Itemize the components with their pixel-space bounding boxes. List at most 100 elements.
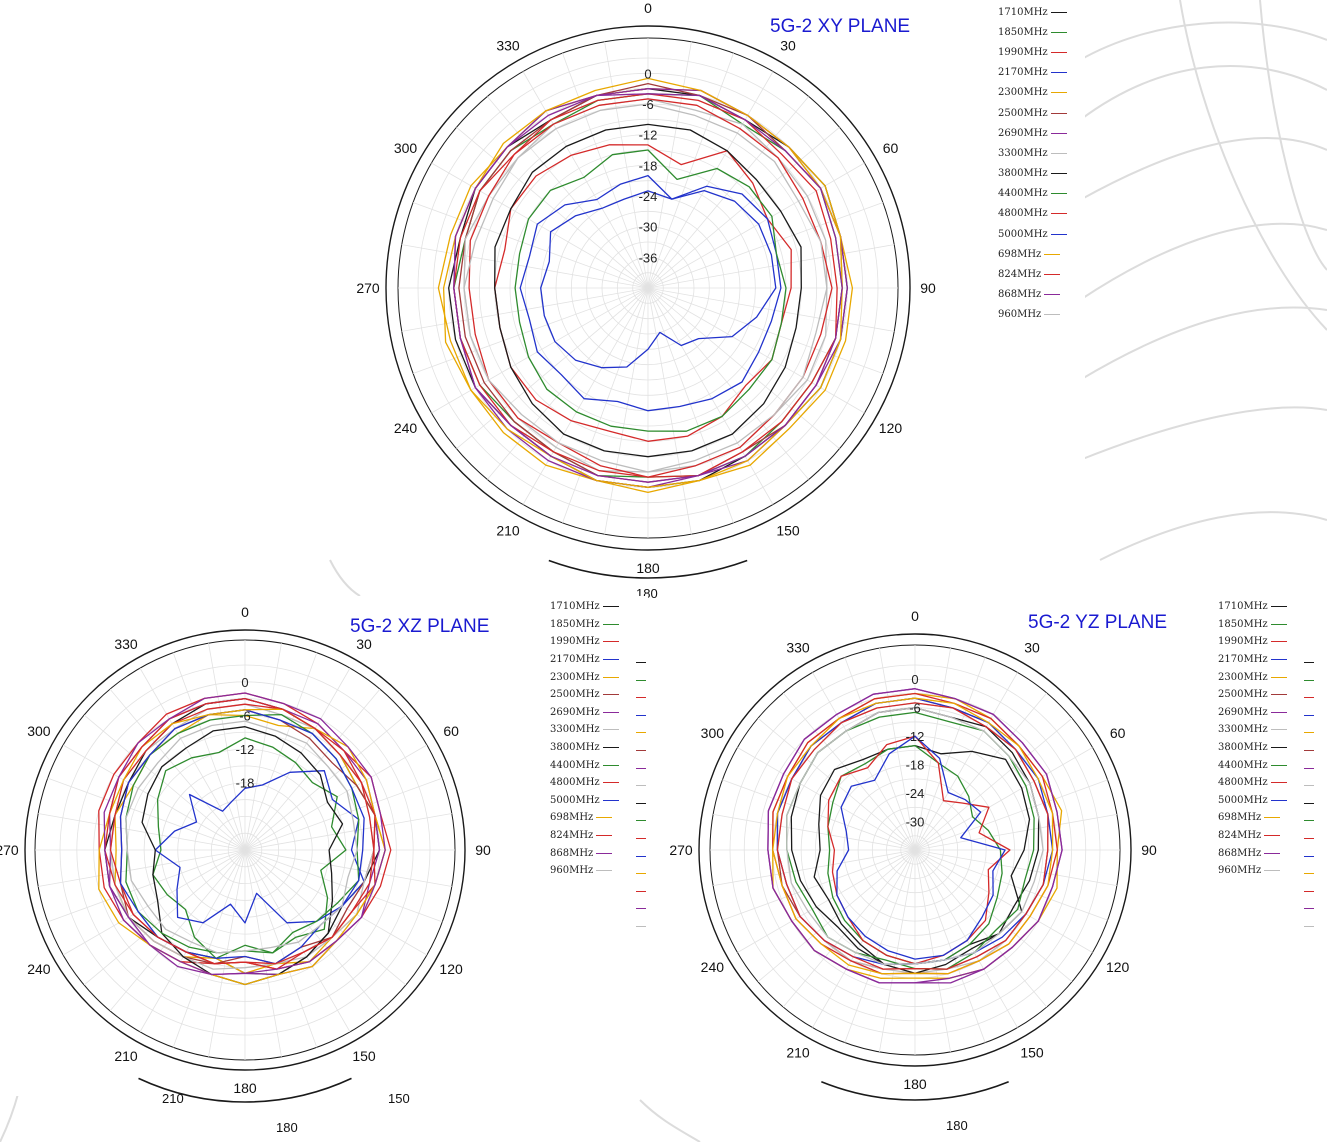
legend-swatch	[1044, 314, 1061, 316]
legend-item: 2690MHz	[1218, 704, 1287, 722]
xz-plot-title: 5G-2 XZ PLANE	[350, 616, 490, 637]
xz-angle-label-150: 150	[352, 1048, 376, 1064]
legend-item: 3800MHz	[550, 739, 619, 757]
xy-radial-label--18: -18	[639, 158, 658, 173]
legend-item: 1710MHz	[550, 598, 619, 616]
legend-item: 824MHz	[550, 827, 619, 845]
legend-label: 3300MHz	[1218, 724, 1268, 736]
xz-grid-spoke	[244, 667, 351, 851]
xy-series-4400MHz	[514, 149, 787, 432]
xz-series-960MHz	[125, 720, 358, 954]
legend-item: 868MHz	[1218, 844, 1287, 862]
xz-angle-label-210: 210	[114, 1048, 138, 1064]
legend-swatch	[1050, 72, 1067, 74]
legend-swatch	[1050, 173, 1067, 175]
xz-grid-spoke	[244, 849, 428, 956]
xy-grid-spoke	[431, 287, 649, 414]
legend-label: 824MHz	[550, 830, 594, 842]
xy-grid-spoke	[647, 287, 865, 414]
legend-label: 5000MHz	[998, 228, 1048, 240]
xy-grid-spoke	[522, 71, 649, 289]
legend-item: 2300MHz	[1218, 668, 1287, 686]
yz-outer-ring	[698, 633, 1132, 1067]
yz-grid-spoke	[713, 814, 916, 851]
legend-item: 824MHz	[998, 264, 1067, 284]
yz-fragment-label-180: 180	[946, 1118, 968, 1133]
xz-radial-label--12: -12	[236, 742, 255, 757]
xz-grid-spoke	[244, 777, 443, 851]
legend-swatch	[596, 852, 613, 854]
yz-fragment-arc	[821, 1081, 1009, 1101]
xy-radial-label--24: -24	[639, 189, 658, 204]
yz-grid-spoke	[737, 747, 916, 851]
xy-grid-spoke	[647, 244, 895, 289]
legend-label: 2170MHz	[550, 654, 600, 666]
yz-grid-spoke	[914, 747, 1093, 851]
legend-swatch	[1270, 764, 1287, 766]
xz-series-1850MHz	[152, 737, 347, 959]
xy-radial-label--12: -12	[639, 128, 658, 143]
xz-polar-plot: 0 30 60 90 120 150 180 210 240 270 300 330 0 -6 -12 -18	[0, 604, 491, 1103]
legend-item: 4800MHz	[998, 204, 1067, 224]
legend-label: 1710MHz	[998, 6, 1048, 18]
yz-radial-label--12: -12	[906, 729, 925, 744]
legend-label: 4400MHz	[1218, 759, 1268, 771]
yz-grid-spoke	[914, 692, 1048, 851]
legend-swatch	[596, 835, 613, 837]
legend-item: 1710MHz	[998, 2, 1067, 22]
legend-swatch	[602, 606, 619, 608]
legend-residue-mark	[636, 848, 648, 866]
xz-grid-spoke	[62, 744, 246, 851]
legend-item: 2690MHz	[550, 704, 619, 722]
xy-angle-label-330: 330	[496, 38, 520, 54]
legend-residue-mark	[1304, 777, 1316, 795]
xz-series-5000MHz	[119, 709, 365, 965]
legend-residue-mark	[636, 795, 648, 813]
legend-item: 2170MHz	[550, 651, 619, 669]
legend-label: 868MHz	[998, 289, 1042, 301]
xz-plane-panel: 0 30 60 90 120 150 180 210 240 270 300 330 0 -6 -12 -18…	[0, 596, 648, 1135]
legend-item: 2300MHz	[998, 83, 1067, 103]
xy-series-868MHz	[453, 93, 843, 483]
yz-grid-spoke	[914, 849, 1108, 921]
xy-radial-label--6: -6	[642, 97, 654, 112]
legend-label: 2500MHz	[550, 689, 600, 701]
legend-item: 1990MHz	[1218, 633, 1287, 651]
legend-item: 960MHz	[998, 305, 1067, 325]
xy-series-2300MHz	[437, 88, 854, 494]
legend-residue-mark	[1304, 918, 1316, 936]
legend-residue-mark	[636, 707, 648, 725]
legend-swatch	[1270, 623, 1287, 625]
yz-angle-label-180: 180	[903, 1076, 927, 1092]
legend-swatch	[602, 799, 619, 801]
legend-label: 2300MHz	[1218, 671, 1268, 683]
xy-grid-spoke	[401, 244, 649, 289]
legend-residue-mark	[1304, 883, 1316, 901]
xy-angle-label-180: 180	[636, 560, 660, 576]
xz-angle-label-240: 240	[27, 961, 51, 977]
xz-grid-spoke	[172, 849, 246, 1048]
legend-item: 698MHz	[1218, 809, 1287, 827]
xz-grid-spoke	[244, 813, 452, 851]
legend-item: 4800MHz	[1218, 774, 1287, 792]
legend-item: 5000MHz	[1218, 792, 1287, 810]
xy-grid-spoke	[647, 287, 840, 450]
legend-item: 5000MHz	[550, 792, 619, 810]
legend-item: 1990MHz	[998, 42, 1067, 62]
yz-plane-panel: 0 30 60 90 120 150 180 210 240 270 300 330 0 -6 -12 -18…	[669, 596, 1327, 1133]
legend-swatch	[602, 782, 619, 784]
legend-item: 3800MHz	[1218, 739, 1287, 757]
xy-angle-label-150: 150	[776, 522, 800, 538]
yz-grid-spoke	[914, 672, 1018, 851]
yz-angle-label-30: 30	[1024, 639, 1040, 655]
legend-item: 4400MHz	[550, 756, 619, 774]
xz-legend-residue	[636, 654, 648, 936]
legend-label: 1710MHz	[550, 601, 600, 613]
xy-grid-spoke	[604, 287, 649, 535]
legend-item: 1990MHz	[550, 633, 619, 651]
xy-grid-spoke	[562, 52, 649, 289]
legend-swatch	[1270, 606, 1287, 608]
legend-swatch	[1270, 747, 1287, 749]
yz-grid-spoke	[812, 849, 916, 1028]
xy-grid-spoke	[456, 126, 649, 289]
